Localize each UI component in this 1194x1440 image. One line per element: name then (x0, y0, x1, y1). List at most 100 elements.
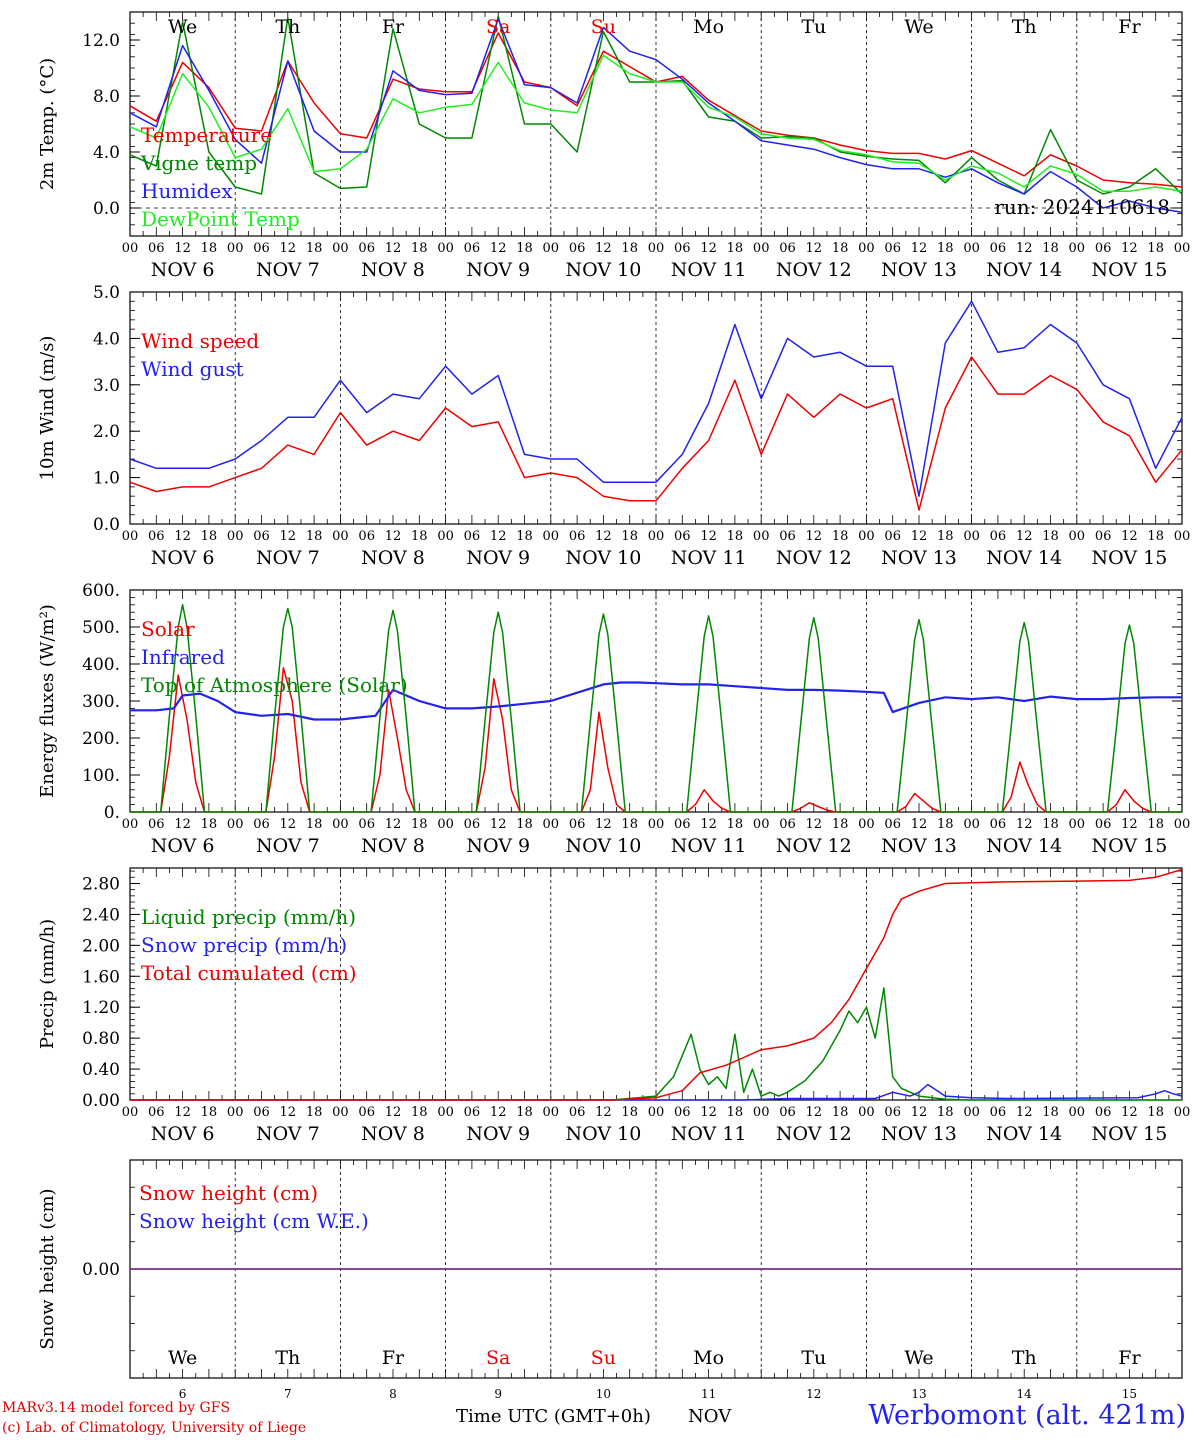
day-label: NOV 10 (565, 547, 641, 569)
y-tick-label: 1.60 (82, 967, 120, 987)
hour-tick-label: 06 (253, 241, 270, 256)
hour-tick-label: 00 (543, 817, 560, 832)
hour-tick-label: 06 (464, 1105, 481, 1120)
y-tick-label: 300. (82, 692, 120, 712)
legend-entry: Vigne temp (140, 151, 257, 175)
day-label: NOV 14 (986, 1123, 1062, 1145)
hour-tick-label: 18 (306, 529, 323, 544)
hour-tick-label: 18 (937, 1105, 954, 1120)
panel-4: 0.00 0.40 0.80 1.20 1.60 2.00 2.40 2.80 Precip (… (37, 867, 1190, 1145)
legend-entry: Temperature (141, 123, 272, 147)
y-tick-label: 8.0 (93, 87, 120, 107)
y-tick-label: 500. (82, 618, 120, 638)
hour-tick-label: 18 (832, 529, 849, 544)
y-tick-label: 0.00 (82, 1260, 120, 1280)
hour-tick-label: 00 (963, 241, 980, 256)
hour-tick-label: 00 (437, 529, 454, 544)
hour-tick-label: 12 (595, 241, 612, 256)
hour-tick-label: 06 (253, 1105, 270, 1120)
hour-tick-label: 12 (595, 1105, 612, 1120)
hour-tick-label: 18 (516, 529, 533, 544)
hour-tick-label: 00 (227, 1105, 244, 1120)
hour-tick-label: 00 (1174, 241, 1191, 256)
hour-tick-label: 06 (674, 241, 691, 256)
hour-tick-label: 18 (306, 241, 323, 256)
hour-tick-label: 18 (1042, 817, 1059, 832)
day-label: NOV 11 (671, 547, 747, 569)
hour-tick-label: 06 (464, 817, 481, 832)
hour-tick-label: 12 (595, 529, 612, 544)
weekday-label: Sa (486, 1347, 510, 1369)
y-tick-label: 3.0 (93, 376, 120, 396)
hour-tick-label: 06 (779, 817, 796, 832)
y-tick-label: 12.0 (82, 31, 120, 51)
y-tick-label: 0.00 (82, 1091, 120, 1111)
hour-tick-label: 12 (490, 1105, 507, 1120)
hour-tick-label: 12 (700, 529, 717, 544)
hour-tick-label: 06 (990, 817, 1007, 832)
day-label: NOV 9 (466, 835, 530, 857)
legend-entry: Total cumulated (cm) (141, 961, 357, 985)
y-tick-label: 200. (82, 729, 120, 749)
y-axis-title: 10m Wind (m/s) (37, 336, 58, 481)
hour-tick-label: 18 (727, 529, 744, 544)
y-tick-label: 4.0 (93, 143, 120, 163)
hour-tick-label: 12 (280, 817, 297, 832)
hour-tick-label: 18 (306, 1105, 323, 1120)
hour-tick-label: 06 (253, 529, 270, 544)
hour-tick-label: 00 (543, 1105, 560, 1120)
credit-model: MARv3.14 model forced by GFS (2, 1400, 231, 1416)
day-number-label: 14 (1017, 1387, 1033, 1401)
hour-tick-label: 12 (174, 529, 191, 544)
hour-tick-label: 06 (148, 1105, 165, 1120)
x-axis-month: NOV (688, 1406, 732, 1427)
day-label: NOV 11 (671, 1123, 747, 1145)
day-label: NOV 12 (776, 1123, 852, 1145)
day-label: NOV 9 (466, 547, 530, 569)
weekday-label: Fr (1118, 1347, 1141, 1369)
day-label: NOV 8 (361, 1123, 425, 1145)
series-line (130, 868, 1183, 1101)
hour-tick-label: 00 (437, 817, 454, 832)
hour-tick-label: 18 (1042, 241, 1059, 256)
hour-tick-label: 06 (148, 817, 165, 832)
day-number-label: 10 (596, 1387, 611, 1401)
hour-tick-label: 06 (1095, 529, 1112, 544)
weekday-label: Fr (382, 16, 405, 38)
day-label: NOV 10 (565, 1123, 641, 1145)
hour-tick-label: 12 (595, 817, 612, 832)
hour-tick-label: 12 (911, 241, 928, 256)
day-label: NOV 13 (881, 835, 957, 857)
weekday-label: Th (1012, 16, 1037, 38)
hour-tick-label: 06 (358, 241, 375, 256)
hour-tick-label: 18 (201, 1105, 218, 1120)
credit-lab: (c) Lab. of Climatology, University of L… (2, 1420, 307, 1436)
hour-tick-label: 00 (858, 241, 875, 256)
day-label: NOV 6 (151, 835, 215, 857)
y-tick-label: 2.00 (82, 936, 120, 956)
hour-tick-label: 18 (621, 817, 638, 832)
hour-tick-label: 18 (1147, 817, 1164, 832)
day-label: NOV 15 (1091, 259, 1167, 281)
hour-tick-label: 00 (122, 241, 139, 256)
hour-tick-label: 06 (779, 529, 796, 544)
hour-tick-label: 00 (858, 529, 875, 544)
y-tick-label: 1.20 (82, 998, 120, 1018)
hour-tick-label: 06 (569, 1105, 586, 1120)
day-label: NOV 7 (256, 547, 320, 569)
station-name: Werbomont (alt. 421m) (868, 1400, 1186, 1431)
hour-tick-label: 18 (727, 1105, 744, 1120)
y-axis-title: Energy fluxes (W/m²) (37, 604, 58, 798)
series-line (130, 604, 1182, 813)
hour-tick-label: 06 (779, 1105, 796, 1120)
hour-tick-label: 18 (937, 817, 954, 832)
hour-tick-label: 12 (1121, 241, 1138, 256)
hour-tick-label: 00 (753, 817, 770, 832)
y-axis-title: 2m Temp. (°C) (37, 58, 58, 190)
weekday-label: Th (275, 16, 300, 38)
day-label: NOV 14 (986, 547, 1062, 569)
hour-tick-label: 12 (280, 529, 297, 544)
hour-tick-label: 00 (648, 529, 665, 544)
hour-tick-label: 18 (937, 529, 954, 544)
